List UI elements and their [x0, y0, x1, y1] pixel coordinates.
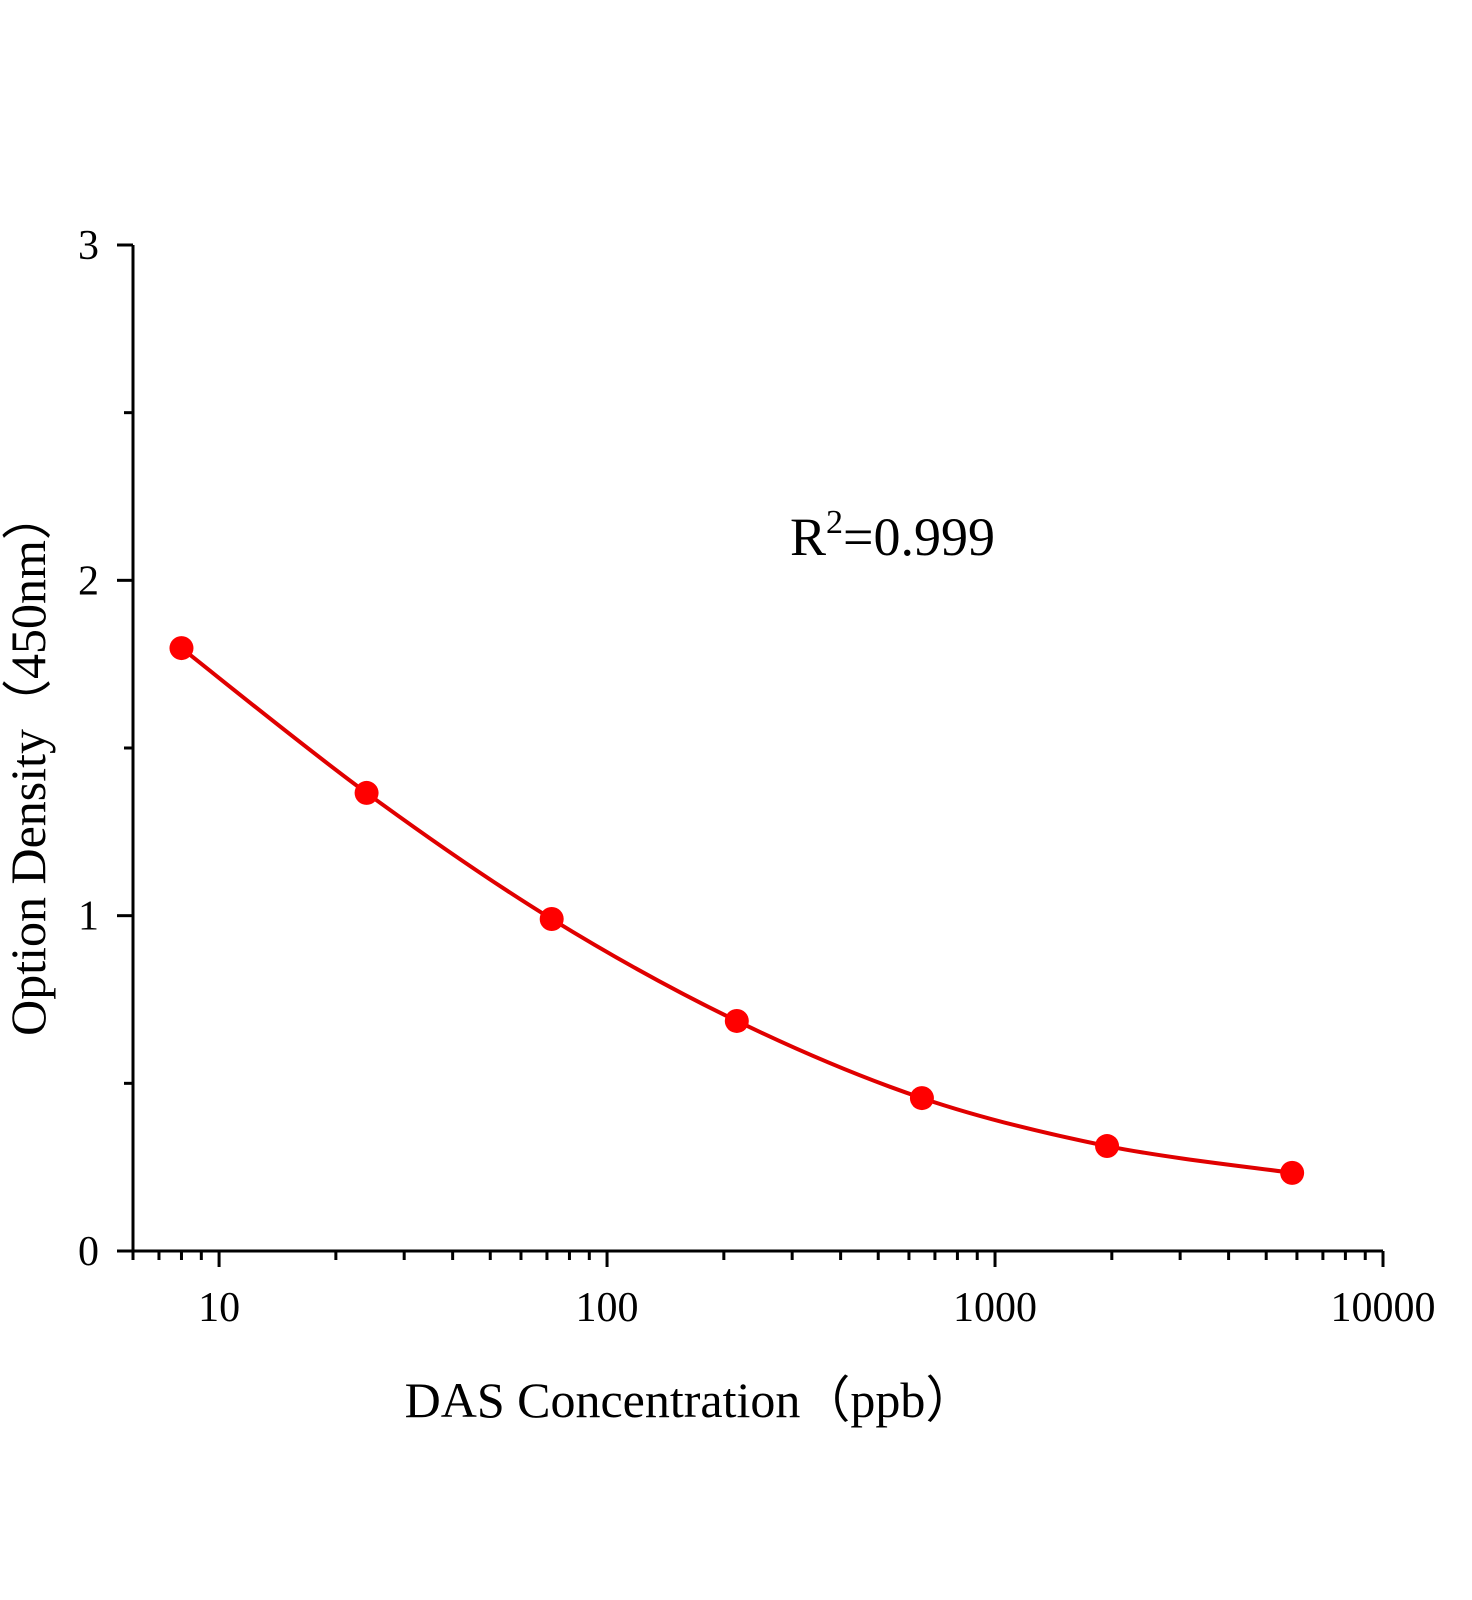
data-point — [539, 907, 564, 932]
data-point — [1095, 1134, 1120, 1159]
annotation-base: R — [790, 507, 826, 567]
data-point — [1280, 1160, 1305, 1185]
x-tick-label: 100 — [576, 1285, 639, 1331]
data-point — [724, 1008, 749, 1033]
data-point — [169, 636, 194, 661]
data-point — [909, 1086, 934, 1111]
y-axis-title: Option Density（450nm） — [0, 490, 56, 1036]
data-point — [354, 780, 379, 805]
y-tick-label: 2 — [78, 558, 99, 604]
annotation-text: =0.999 — [843, 507, 995, 567]
x-tick-label: 1000 — [953, 1285, 1037, 1331]
x-axis-title: DAS Concentration（ppb） — [405, 1372, 976, 1428]
y-tick-label: 3 — [78, 223, 99, 269]
annotation: R2=0.999 — [790, 504, 995, 567]
fit-curve — [180, 646, 1293, 1175]
y-tick-label: 1 — [78, 894, 99, 940]
annotation-superscript: 2 — [826, 504, 843, 541]
x-tick-label: 10000 — [1331, 1285, 1436, 1331]
y-tick-label: 0 — [78, 1229, 99, 1275]
x-tick-label: 10 — [198, 1285, 240, 1331]
